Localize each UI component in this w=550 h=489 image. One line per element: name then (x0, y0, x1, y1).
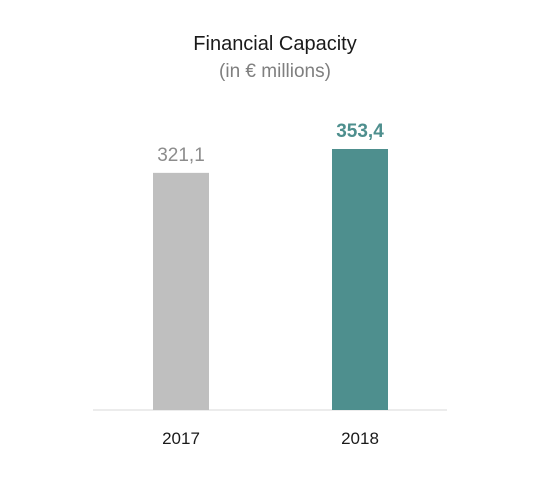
chart-title: Financial Capacity (193, 33, 356, 55)
data-label-2018: 353,4 (336, 121, 384, 142)
x-tick-2018: 2018 (341, 429, 379, 448)
chart-subtitle: (in € millions) (219, 61, 331, 82)
bar-2017 (153, 172, 209, 410)
x-tick-2017: 2017 (162, 429, 200, 448)
bars-group: 321,1 2017 353,4 2018 (153, 121, 388, 448)
bar-2018 (332, 149, 388, 410)
data-label-2017: 321,1 (157, 145, 205, 166)
